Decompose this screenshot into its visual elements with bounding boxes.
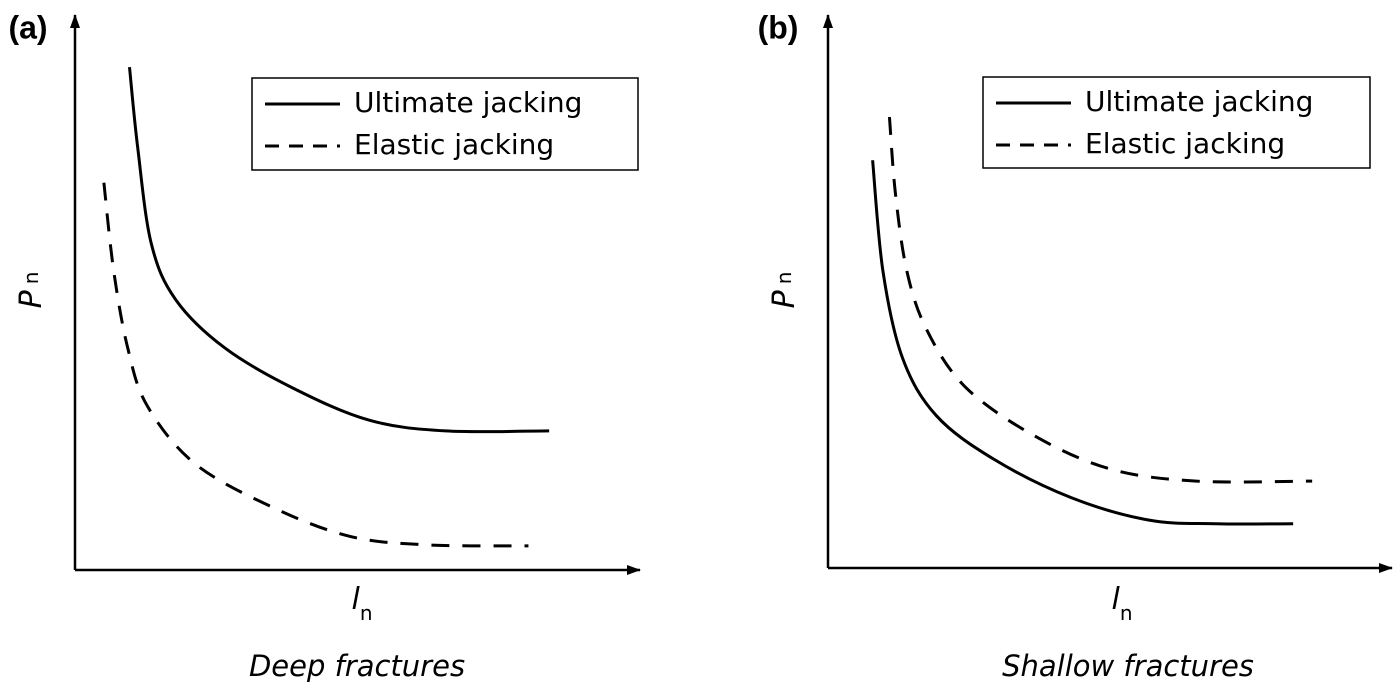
y-axis-label: Pn [767,272,802,309]
y-axis-label: Pn [14,272,49,309]
series-line [128,66,550,434]
x-label-main: l [1111,582,1120,617]
panel-title: Shallow fractures [1002,649,1254,683]
series-line [102,182,529,548]
legend-box [251,77,639,171]
legend-box [982,76,1371,169]
panel-label: (a) [8,9,47,45]
series-line [871,160,1294,526]
panel-label: (b) [758,9,799,45]
x-axis-label: ln [351,582,372,625]
legend-label: Elastic jacking [354,128,554,161]
x-label-main: l [351,582,360,617]
legend-label: Ultimate jacking [1085,85,1313,118]
y-label-sub: n [772,272,796,285]
x-label-sub: n [1120,601,1133,625]
panel-title: Deep fractures [249,649,465,683]
legend-label: Ultimate jacking [354,86,582,119]
legend-label: Elastic jacking [1085,127,1285,160]
series-line [887,116,1313,484]
y-label-main: P [767,289,802,308]
x-label-sub: n [360,601,373,625]
y-label-sub: n [19,272,43,285]
y-label-main: P [14,289,49,308]
x-axis-label: ln [1111,582,1132,625]
